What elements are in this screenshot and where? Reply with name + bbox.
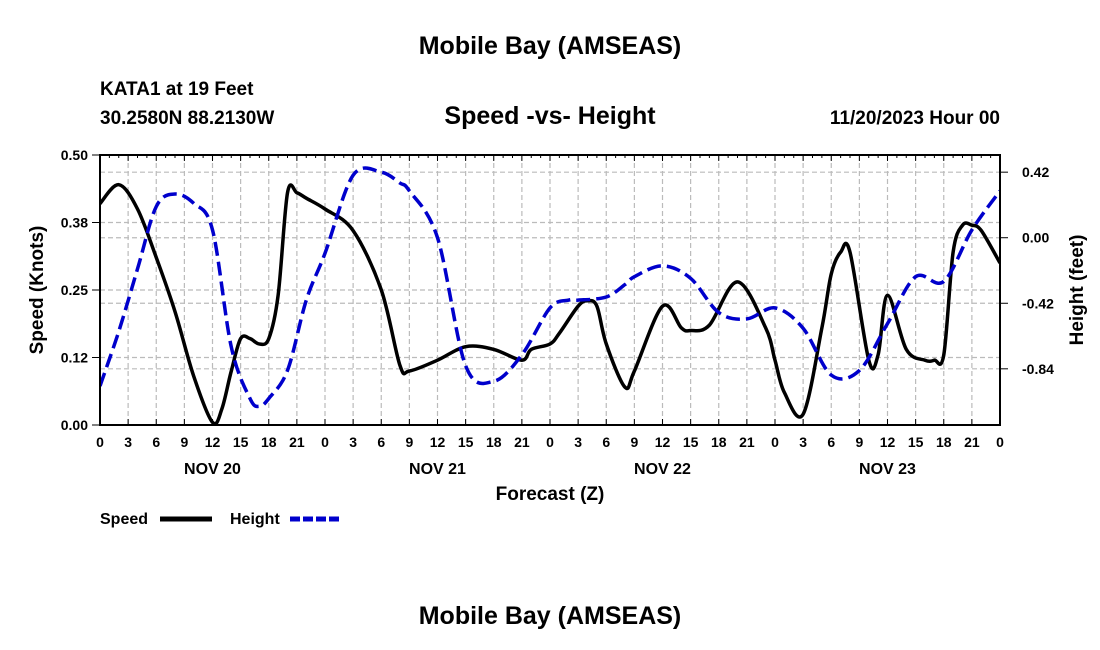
day-label: NOV 23 <box>859 461 916 478</box>
x-tick-label: 6 <box>602 434 610 450</box>
x-tick-label: 15 <box>458 434 474 450</box>
y-left-tick-label: 0.00 <box>61 417 88 433</box>
x-tick-label: 15 <box>233 434 249 450</box>
y-right-tick-label: -0.84 <box>1022 361 1054 377</box>
x-tick-label: 6 <box>377 434 385 450</box>
x-tick-label: 0 <box>771 434 779 450</box>
x-tick-label: 6 <box>827 434 835 450</box>
x-tick-label: 18 <box>261 434 277 450</box>
y-right-tick-label: -0.42 <box>1022 295 1054 311</box>
plot-frame <box>99 154 1001 426</box>
bottom-title: Mobile Bay (AMSEAS) <box>419 602 682 630</box>
axis-ticks: 0 3 6 9 12 15 18 21 0 3 6 9 12 15 18 21 0 3 6 9 12 15 18 21 0 3 6 9… <box>61 147 1054 478</box>
x-tick-label: 21 <box>739 434 755 450</box>
x-tick-label: 3 <box>124 434 132 450</box>
x-tick-label: 3 <box>799 434 807 450</box>
coords-label: 30.2580N 88.2130W <box>100 108 274 129</box>
legend: Speed Height <box>100 511 342 528</box>
x-tick-label: 0 <box>96 434 104 450</box>
series-lines <box>100 166 1000 425</box>
x-tick-label: 21 <box>964 434 980 450</box>
x-tick-label: 12 <box>205 434 221 450</box>
x-tick-label: 12 <box>430 434 446 450</box>
day-label: NOV 20 <box>184 461 241 478</box>
y-left-tick-label: 0.25 <box>61 282 88 298</box>
day-label: NOV 22 <box>634 461 691 478</box>
x-tick-label: 21 <box>514 434 530 450</box>
y-right-tick-label: 0.00 <box>1022 230 1049 246</box>
x-tick-label: 9 <box>405 434 413 450</box>
x-tick-label: 18 <box>486 434 502 450</box>
x-tick-label: 0 <box>546 434 554 450</box>
x-tick-label: 18 <box>711 434 727 450</box>
x-tick-label: 9 <box>180 434 188 450</box>
day-label: NOV 21 <box>409 461 466 478</box>
series-height-line <box>100 166 1000 409</box>
x-tick-label: 9 <box>855 434 863 450</box>
x-tick-label: 12 <box>880 434 896 450</box>
x-tick-label: 0 <box>996 434 1004 450</box>
legend-height-label: Height <box>230 511 280 528</box>
x-tick-label: 15 <box>683 434 699 450</box>
grid <box>100 155 1000 425</box>
x-tick-label: 15 <box>908 434 924 450</box>
x-tick-label: 18 <box>936 434 952 450</box>
x-tick-label: 3 <box>349 434 357 450</box>
x-tick-label: 9 <box>630 434 638 450</box>
y-left-tick-label: 0.50 <box>61 147 88 163</box>
x-tick-label: 12 <box>655 434 671 450</box>
x-tick-label: 6 <box>152 434 160 450</box>
x-tick-label: 3 <box>574 434 582 450</box>
y-right-tick-label: 0.42 <box>1022 164 1049 180</box>
x-tick-label: 0 <box>321 434 329 450</box>
x-axis-label: Forecast (Z) <box>496 484 605 505</box>
chart-title: Speed -vs- Height <box>444 102 656 130</box>
top-title: Mobile Bay (AMSEAS) <box>419 32 682 60</box>
datetime-label: 11/20/2023 Hour 00 <box>830 108 1000 129</box>
station-label: KATA1 at 19 Feet <box>100 79 254 100</box>
legend-speed-label: Speed <box>100 511 148 528</box>
y-axis-left-label: Speed (Knots) <box>27 226 48 355</box>
x-tick-label: 21 <box>289 434 305 450</box>
y-axis-right-label: Height (feet) <box>1067 235 1088 346</box>
y-left-tick-label: 0.12 <box>61 350 88 366</box>
y-left-tick-label: 0.38 <box>61 215 88 231</box>
